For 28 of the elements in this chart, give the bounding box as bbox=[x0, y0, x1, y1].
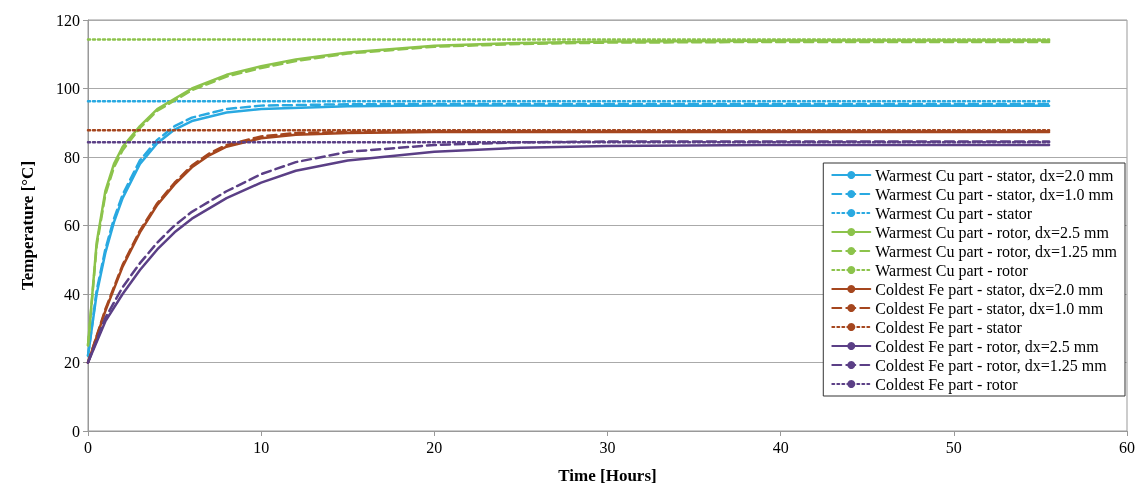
x-tick-label: 60 bbox=[1119, 438, 1135, 456]
y-tick-label: 80 bbox=[64, 148, 80, 166]
x-tick-label: 40 bbox=[772, 438, 789, 456]
legend-label: Coldest Fe part - rotor bbox=[875, 375, 1019, 394]
x-tick-label: 50 bbox=[945, 438, 962, 456]
x-axis-title: Time [Hours] bbox=[558, 466, 657, 485]
legend-label: Coldest Fe part - rotor, dx=1.25 mm bbox=[875, 356, 1108, 375]
y-tick-label: 100 bbox=[56, 80, 80, 97]
legend-label: Coldest Fe part - stator, dx=1.0 mm bbox=[875, 299, 1104, 318]
y-axis-title: Temperature [°C] bbox=[18, 160, 37, 291]
x-tick-label: 10 bbox=[253, 438, 270, 456]
legend-label: Warmest Cu part - stator bbox=[875, 204, 1033, 223]
y-tick-label: 120 bbox=[56, 11, 80, 29]
y-tick-label: 20 bbox=[64, 354, 80, 371]
legend-label: Warmest Cu part - stator, dx=1.0 mm bbox=[875, 185, 1114, 204]
legend-label: Warmest Cu part - stator, dx=2.0 mm bbox=[875, 166, 1114, 185]
legend-label: Coldest Fe part - rotor, dx=2.5 mm bbox=[875, 337, 1100, 356]
x-tick-label: 20 bbox=[426, 438, 443, 456]
legend-label: Warmest Cu part - rotor, dx=2.5 mm bbox=[875, 223, 1110, 242]
x-tick-label: 0 bbox=[84, 438, 92, 456]
legend-label: Warmest Cu part - rotor bbox=[875, 261, 1029, 280]
y-tick-label: 40 bbox=[64, 285, 80, 303]
legend-label: Warmest Cu part - rotor, dx=1.25 mm bbox=[875, 242, 1118, 261]
y-tick-label: 60 bbox=[64, 217, 80, 234]
legend-label: Coldest Fe part - stator, dx=2.0 mm bbox=[875, 280, 1104, 299]
x-tick-label: 30 bbox=[599, 438, 616, 456]
legend-label: Coldest Fe part - stator bbox=[875, 318, 1023, 337]
y-tick-label: 0 bbox=[72, 422, 80, 440]
